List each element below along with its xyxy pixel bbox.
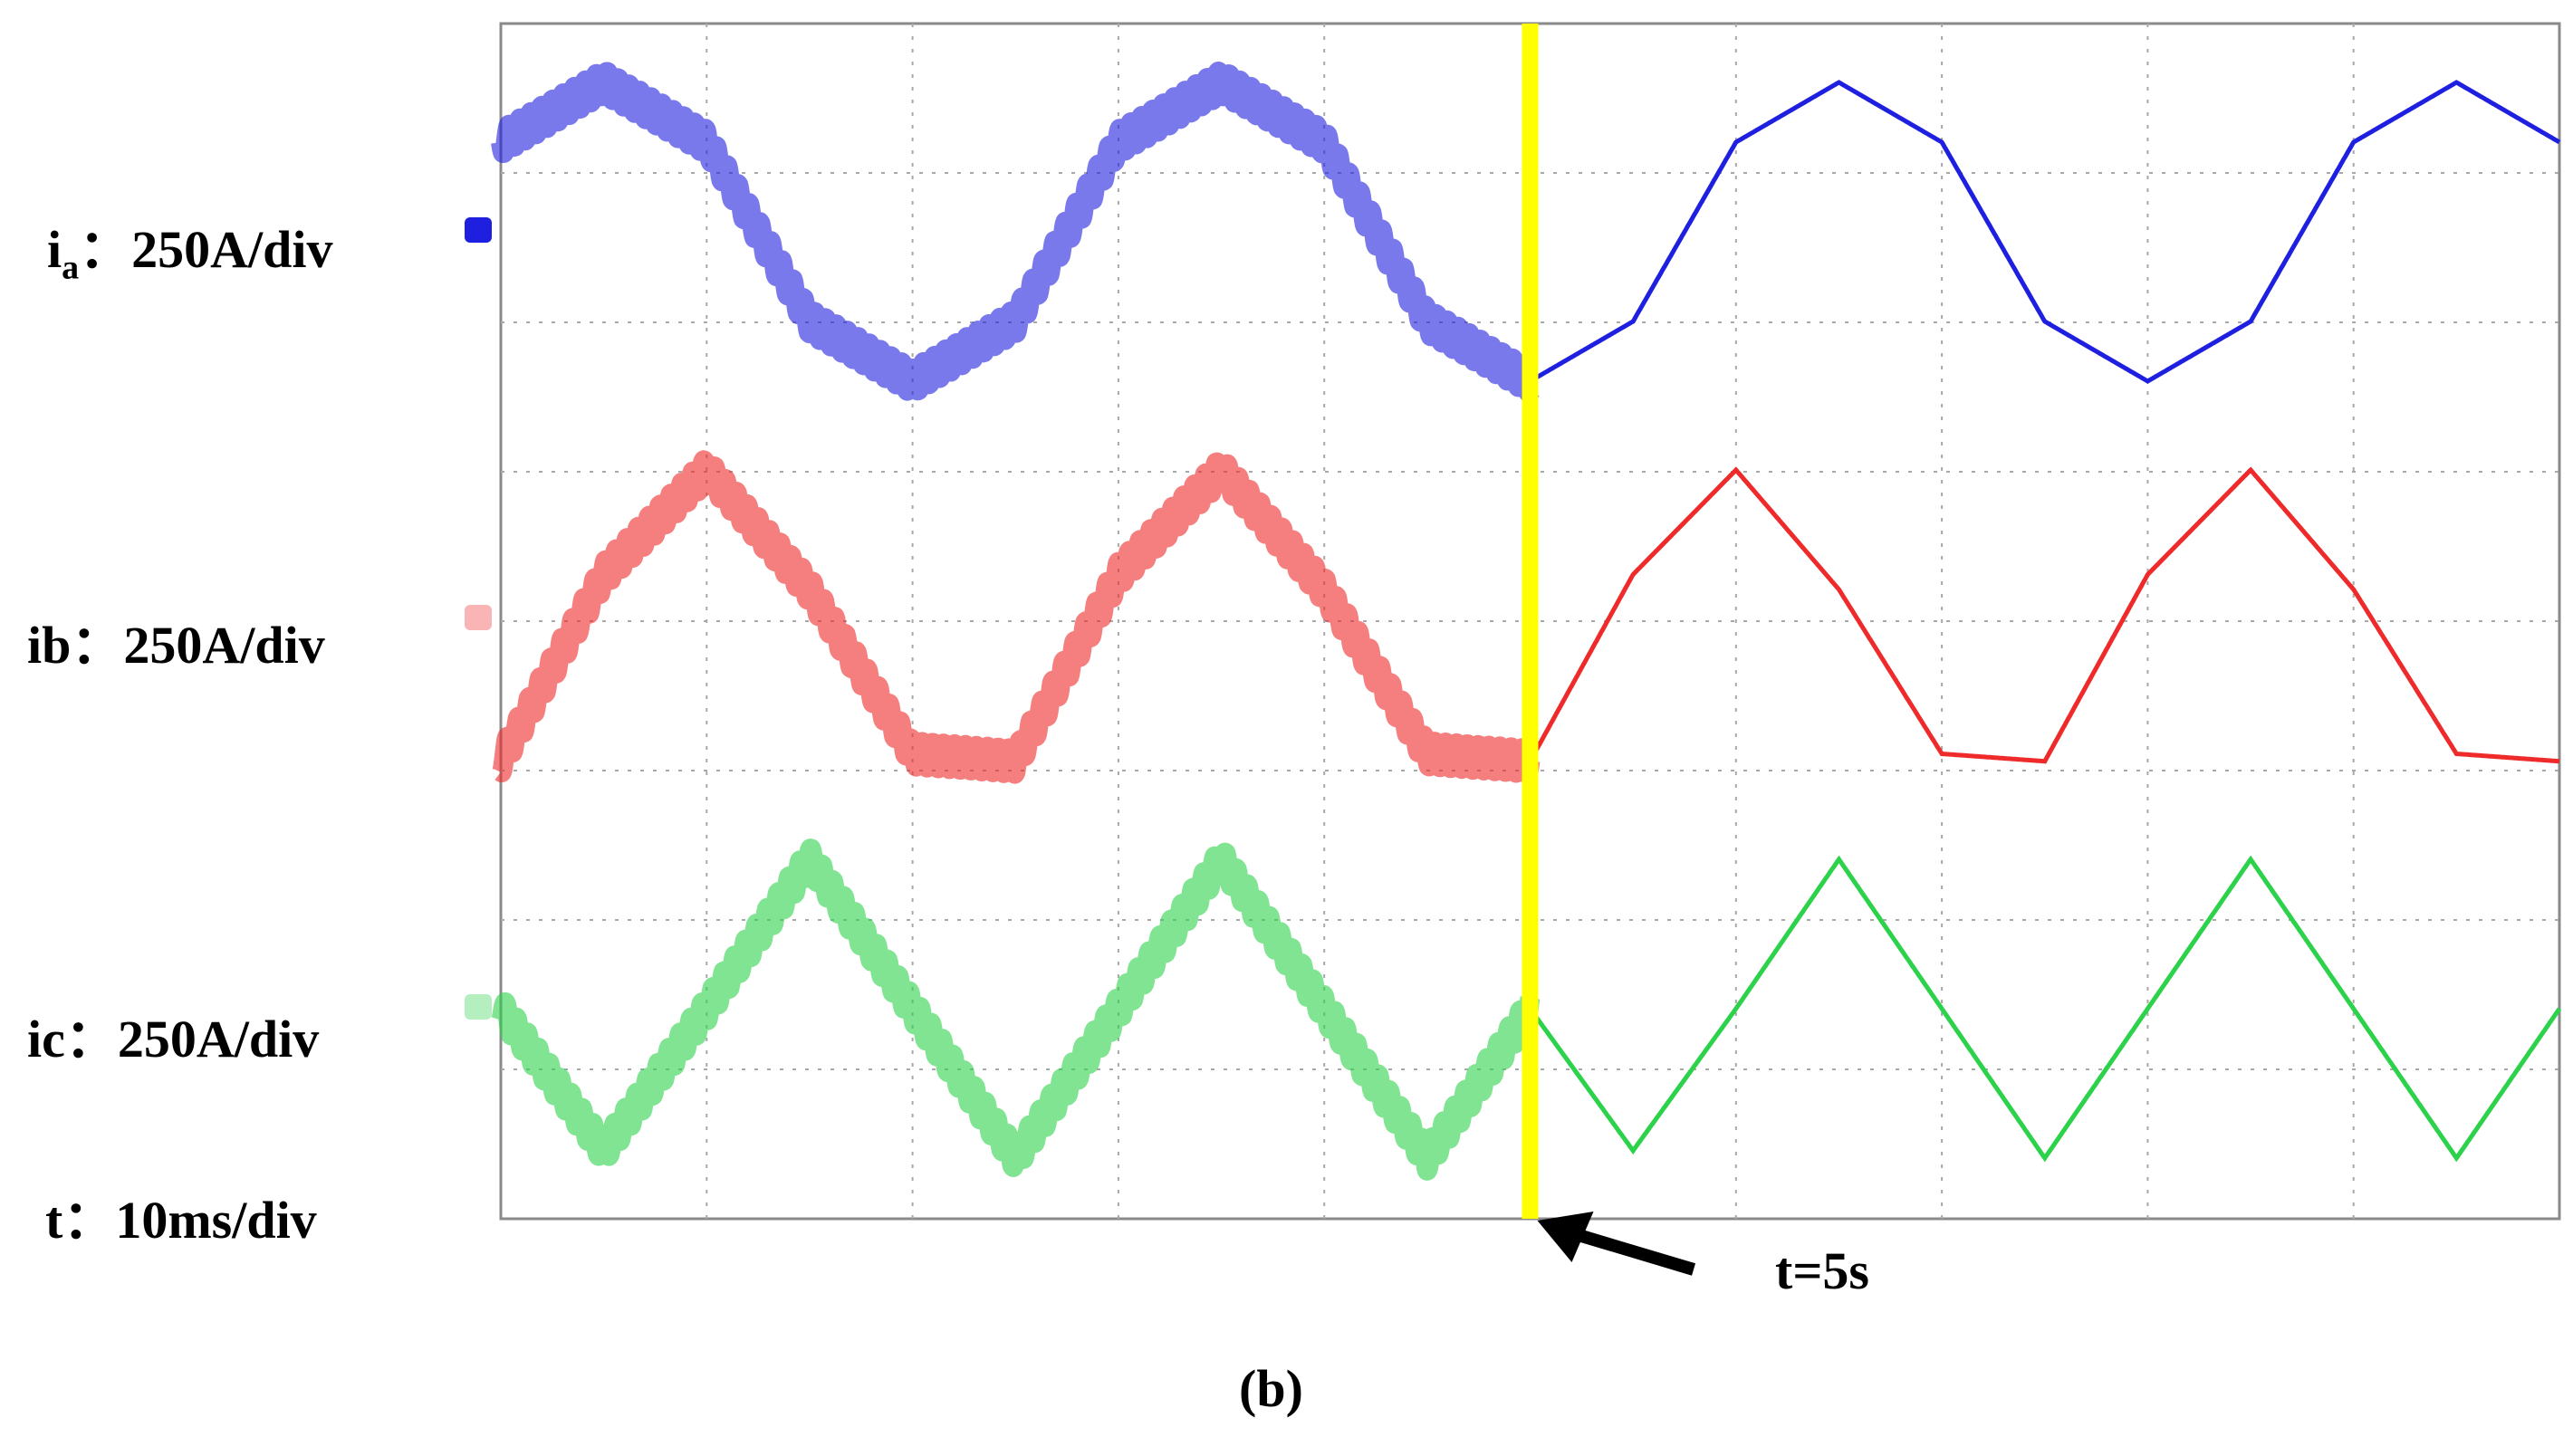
event-arrow-icon xyxy=(1537,1212,1696,1276)
channel-marker-ib xyxy=(465,605,492,630)
channel-marker-ic xyxy=(465,994,492,1020)
trace-ia-clean xyxy=(1529,80,2561,384)
trace-ic-noisy xyxy=(491,838,1541,1181)
arrow-head xyxy=(1537,1212,1594,1262)
channel-label-ic: ic：250A/div xyxy=(27,1010,320,1068)
trace-ib-clean xyxy=(1528,466,2560,764)
trace-ib-noisy xyxy=(491,450,1541,784)
event-annotation-label: t=5s xyxy=(1775,1241,1869,1300)
waveform-traces xyxy=(465,62,2562,1181)
channel-label-ib: ib：250A/div xyxy=(27,616,325,675)
figure-caption: (b) xyxy=(1239,1359,1303,1418)
arrow-shaft xyxy=(1564,1225,1696,1276)
time-scale-label: t：10ms/div xyxy=(45,1191,317,1250)
trace-ia-noisy xyxy=(491,62,1540,404)
trace-ic-clean xyxy=(1528,855,2562,1163)
channel-label-ia: ia：250A/div xyxy=(47,220,333,287)
channel-marker-ia xyxy=(465,217,492,243)
